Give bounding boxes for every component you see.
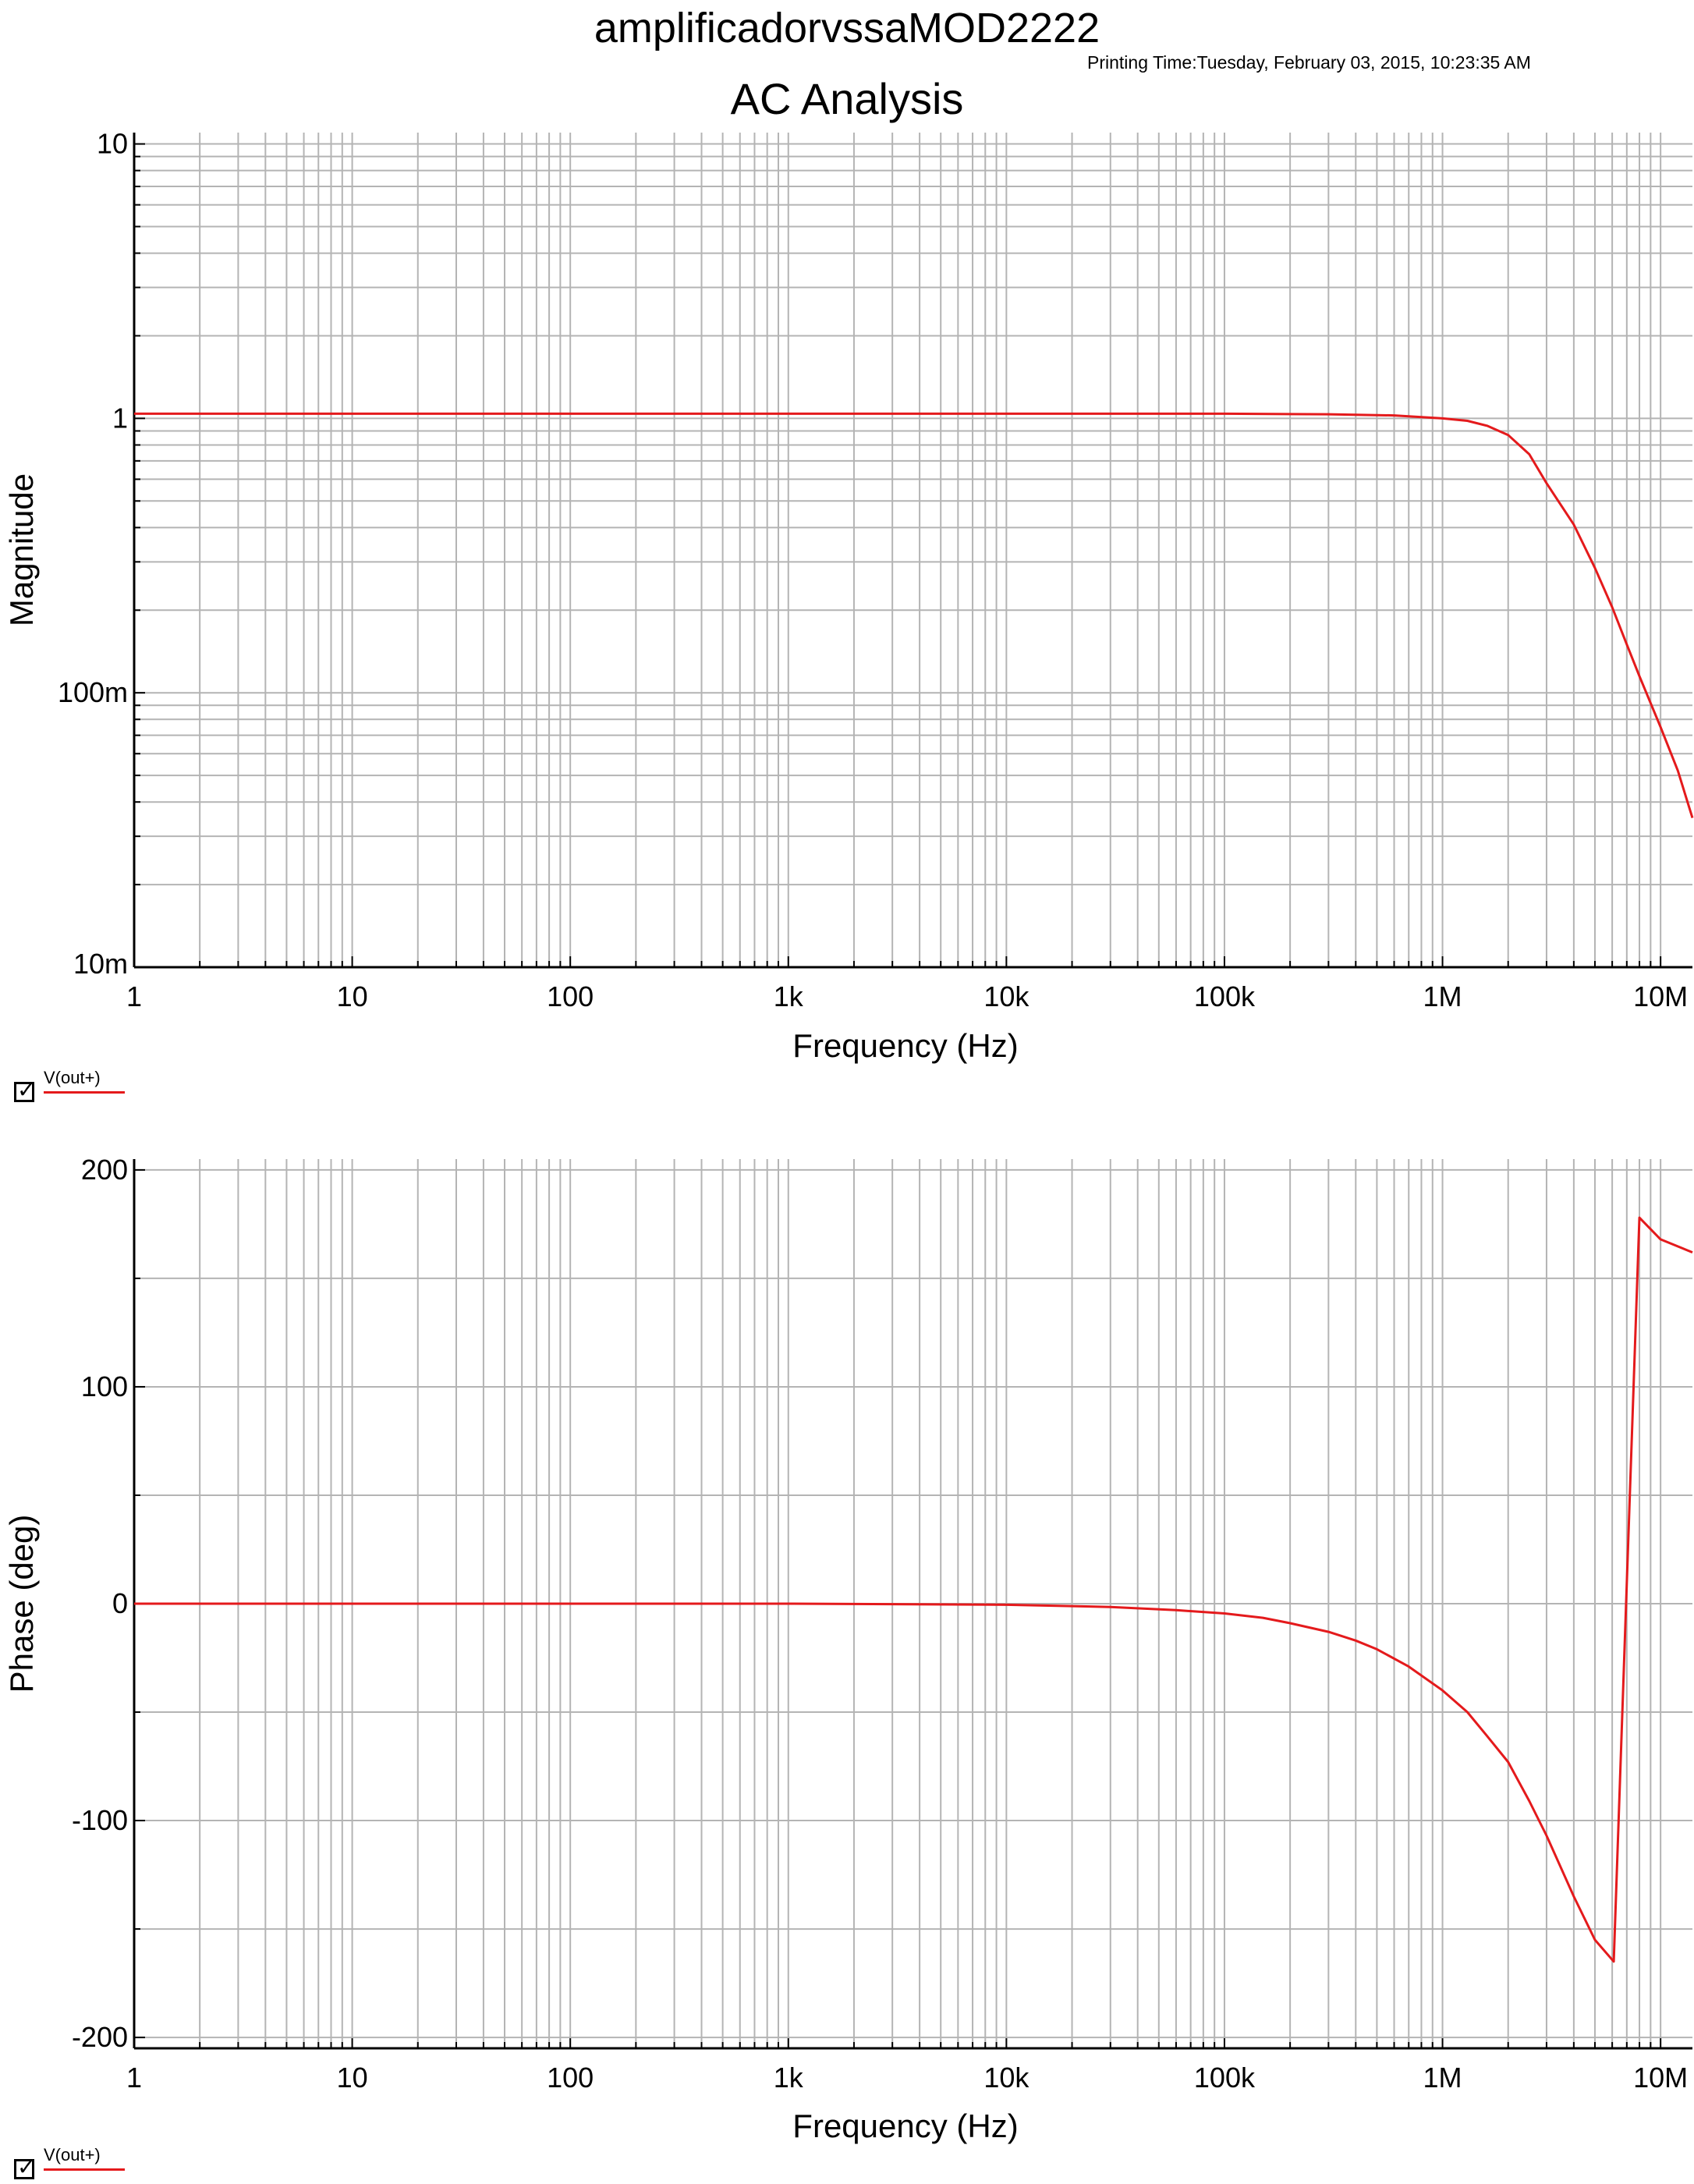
legend-checkbox[interactable]: ✓	[14, 1077, 36, 1103]
y-tick-label: 100m	[58, 676, 128, 708]
series-line-v-out	[134, 1216, 1693, 1963]
series-line-v-out	[134, 412, 1694, 819]
checkmark-icon: ✓	[17, 1077, 36, 1103]
y-axis-label: Phase (deg)	[3, 1515, 40, 1693]
x-tick-label: 1	[126, 2062, 142, 2094]
x-axis-label: Frequency (Hz)	[792, 1027, 1018, 1064]
phase-plot: 1 10 100 1k 10k 100k 1M 10M -200 -100 0 100 200 Frequ…	[3, 1154, 1693, 2144]
x-tick-label: 1k	[774, 980, 804, 1012]
y-tick-label: 10m	[73, 948, 128, 980]
x-axis-label: Frequency (Hz)	[792, 2108, 1018, 2144]
legend-swatch	[44, 1091, 125, 1094]
y-tick-label: 0	[112, 1587, 128, 1619]
legend-swatch	[44, 2168, 125, 2171]
y-axis-label: Magnitude	[3, 473, 40, 626]
x-tick-label: 10k	[983, 2062, 1030, 2094]
x-tick-label: 1M	[1423, 2062, 1462, 2094]
magnitude-plot: 1 10 100 1k 10k 100k 1M 10M 10m 100m 1 10 Frequency …	[3, 128, 1694, 1064]
x-tick-label: 100	[547, 2062, 594, 2094]
x-tick-label: 10M	[1633, 2062, 1688, 2094]
y-tick-label: 1	[112, 402, 128, 434]
x-tick-label: 10k	[983, 980, 1030, 1012]
legend-label: V(out+)	[44, 2145, 101, 2164]
x-tick-label: 100k	[1194, 980, 1256, 1012]
x-tick-label: 100	[547, 980, 594, 1012]
page-title: amplificadorvssaMOD2222	[594, 5, 1100, 51]
x-tick-label: 1M	[1423, 980, 1462, 1012]
y-tick-label: 200	[81, 1154, 128, 1186]
y-tick-label: -100	[72, 1804, 128, 1836]
legend-label: V(out+)	[44, 1068, 101, 1087]
legend-checkbox[interactable]: ✓	[14, 2154, 36, 2180]
x-tick-label: 1k	[774, 2062, 804, 2094]
checkmark-icon: ✓	[17, 2154, 36, 2180]
x-tick-label: 10	[337, 2062, 368, 2094]
x-tick-label: 1	[126, 980, 142, 1012]
analysis-title: AC Analysis	[730, 74, 964, 123]
y-tick-label: 10	[97, 128, 128, 160]
y-tick-label: -200	[72, 2021, 128, 2053]
y-tick-label: 100	[81, 1370, 128, 1402]
x-tick-label: 100k	[1194, 2062, 1256, 2094]
x-tick-label: 10M	[1633, 980, 1688, 1012]
printing-time: Printing Time:Tuesday, February 03, 2015…	[1087, 52, 1531, 73]
x-tick-label: 10	[337, 980, 368, 1012]
